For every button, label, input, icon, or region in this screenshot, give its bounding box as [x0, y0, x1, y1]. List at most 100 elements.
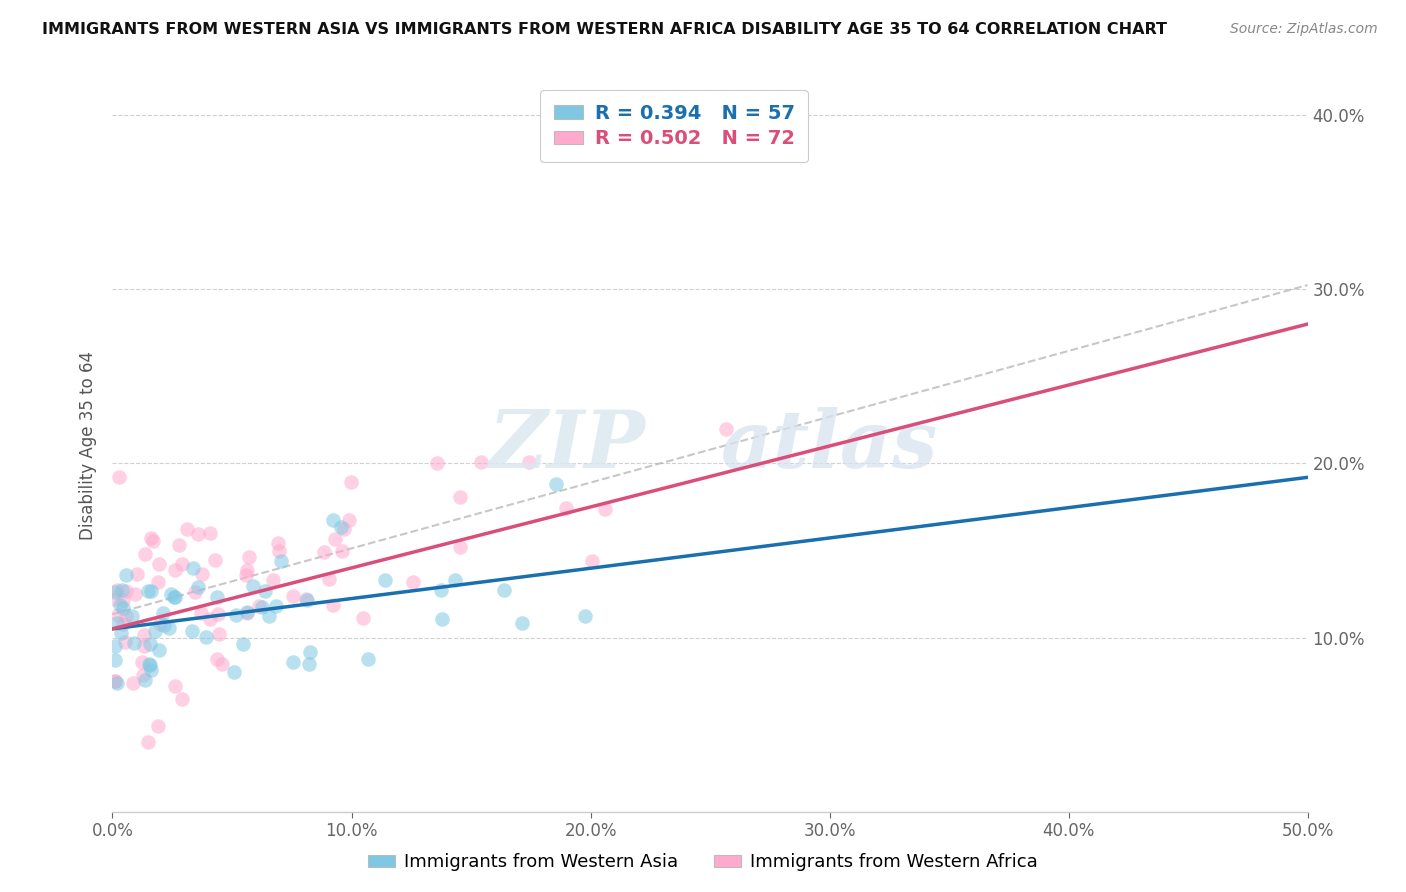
Point	[340, 475, 363, 489]
Point	[104, 585, 127, 599]
Point	[449, 490, 471, 504]
Point	[121, 609, 143, 624]
Point	[149, 616, 172, 631]
Point	[430, 583, 453, 598]
Point	[152, 606, 174, 620]
Point	[148, 643, 170, 657]
Point	[111, 601, 134, 615]
Point	[443, 573, 465, 587]
Point	[105, 615, 128, 630]
Point	[269, 544, 291, 558]
Point	[180, 624, 202, 639]
Point	[225, 608, 247, 623]
Point	[204, 553, 226, 567]
Text: IMMIGRANTS FROM WESTERN ASIA VS IMMIGRANTS FROM WESTERN AFRICA DISABILITY AGE 35: IMMIGRANTS FROM WESTERN ASIA VS IMMIGRAN…	[42, 22, 1167, 37]
Point	[330, 520, 353, 534]
Point	[238, 550, 260, 565]
Point	[134, 673, 156, 687]
Text: atlas: atlas	[721, 408, 938, 484]
Point	[510, 615, 533, 630]
Point	[236, 607, 259, 621]
Y-axis label: Disability Age 35 to 64: Disability Age 35 to 64	[79, 351, 97, 541]
Point	[253, 584, 276, 599]
Point	[224, 665, 246, 679]
Point	[449, 541, 471, 555]
Point	[264, 599, 287, 614]
Point	[337, 513, 360, 527]
Point	[163, 679, 186, 693]
Point	[170, 558, 193, 572]
Point	[153, 618, 176, 632]
Point	[132, 639, 155, 653]
Point	[517, 455, 540, 469]
Point	[716, 422, 738, 436]
Text: Source: ZipAtlas.com: Source: ZipAtlas.com	[1230, 22, 1378, 37]
Point	[112, 617, 135, 632]
Point	[242, 579, 264, 593]
Point	[132, 628, 155, 642]
Point	[314, 545, 336, 559]
Point	[281, 589, 304, 603]
Point	[323, 532, 346, 546]
Point	[131, 667, 153, 681]
Point	[267, 535, 290, 549]
Point	[595, 502, 617, 516]
Legend: Immigrants from Western Asia, Immigrants from Western Africa: Immigrants from Western Asia, Immigrants…	[361, 847, 1045, 879]
Point	[107, 470, 129, 484]
Point	[138, 658, 160, 673]
Point	[124, 587, 146, 601]
Point	[104, 653, 127, 667]
Point	[402, 574, 425, 589]
Point	[200, 612, 222, 626]
Point	[281, 656, 304, 670]
Point	[104, 639, 127, 653]
Point	[172, 691, 194, 706]
Point	[110, 626, 132, 640]
Point	[187, 580, 209, 594]
Point	[207, 607, 229, 621]
Point	[134, 547, 156, 561]
Point	[492, 582, 515, 597]
Point	[105, 676, 128, 690]
Point	[104, 673, 127, 688]
Point	[142, 533, 165, 548]
Point	[333, 522, 356, 536]
Point	[374, 574, 396, 588]
Point	[148, 558, 170, 572]
Point	[299, 645, 322, 659]
Point	[195, 630, 218, 644]
Point	[107, 608, 129, 623]
Point	[139, 531, 162, 545]
Point	[357, 651, 380, 665]
Point	[157, 621, 180, 635]
Point	[139, 584, 162, 599]
Point	[211, 657, 233, 671]
Point	[167, 538, 190, 552]
Point	[262, 573, 284, 587]
Point	[198, 525, 221, 540]
Point	[115, 608, 138, 623]
Point	[159, 587, 181, 601]
Point	[146, 574, 169, 589]
Point	[104, 674, 127, 689]
Point	[322, 598, 344, 612]
Point	[163, 591, 186, 605]
Point	[184, 585, 207, 599]
Point	[115, 567, 138, 582]
Point	[208, 626, 231, 640]
Point	[294, 592, 316, 607]
Point	[257, 608, 280, 623]
Point	[105, 582, 128, 597]
Point	[544, 477, 567, 491]
Text: ZIP: ZIP	[488, 408, 645, 484]
Point	[430, 612, 453, 626]
Point	[163, 563, 186, 577]
Point	[207, 652, 229, 666]
Point	[146, 719, 169, 733]
Point	[125, 566, 148, 581]
Point	[136, 584, 159, 599]
Point	[114, 634, 136, 648]
Point	[295, 593, 318, 607]
Point	[247, 599, 270, 614]
Point	[270, 554, 292, 568]
